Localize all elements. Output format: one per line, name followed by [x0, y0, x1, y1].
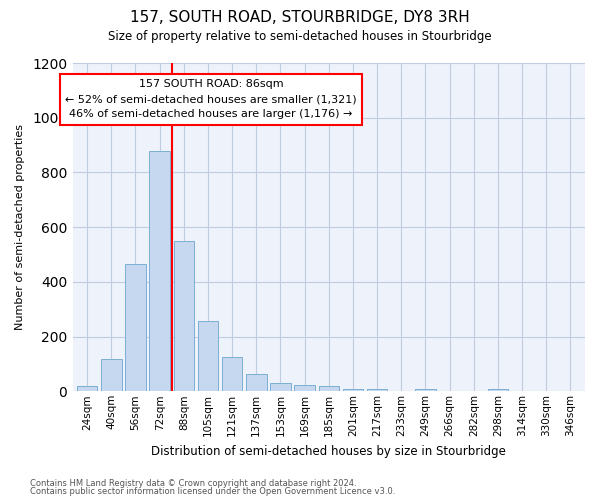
Text: Contains HM Land Registry data © Crown copyright and database right 2024.: Contains HM Land Registry data © Crown c…	[30, 478, 356, 488]
Bar	[149, 150, 170, 392]
Bar	[295, 385, 315, 392]
Text: 157 SOUTH ROAD: 86sqm
← 52% of semi-detached houses are smaller (1,321)
46% of s: 157 SOUTH ROAD: 86sqm ← 52% of semi-deta…	[65, 80, 357, 119]
Bar	[319, 386, 339, 392]
Bar	[367, 388, 388, 392]
Text: Size of property relative to semi-detached houses in Stourbridge: Size of property relative to semi-detach…	[108, 30, 492, 43]
Bar	[197, 320, 218, 392]
Text: 157, SOUTH ROAD, STOURBRIDGE, DY8 3RH: 157, SOUTH ROAD, STOURBRIDGE, DY8 3RH	[130, 10, 470, 25]
Bar	[246, 374, 266, 392]
X-axis label: Distribution of semi-detached houses by size in Stourbridge: Distribution of semi-detached houses by …	[151, 444, 506, 458]
Y-axis label: Number of semi-detached properties: Number of semi-detached properties	[15, 124, 25, 330]
Bar	[77, 386, 97, 392]
Bar	[173, 242, 194, 392]
Bar	[222, 357, 242, 392]
Bar	[270, 382, 291, 392]
Text: Contains public sector information licensed under the Open Government Licence v3: Contains public sector information licen…	[30, 487, 395, 496]
Bar	[343, 388, 363, 392]
Bar	[101, 359, 122, 392]
Bar	[488, 389, 508, 392]
Bar	[415, 389, 436, 392]
Bar	[125, 264, 146, 392]
